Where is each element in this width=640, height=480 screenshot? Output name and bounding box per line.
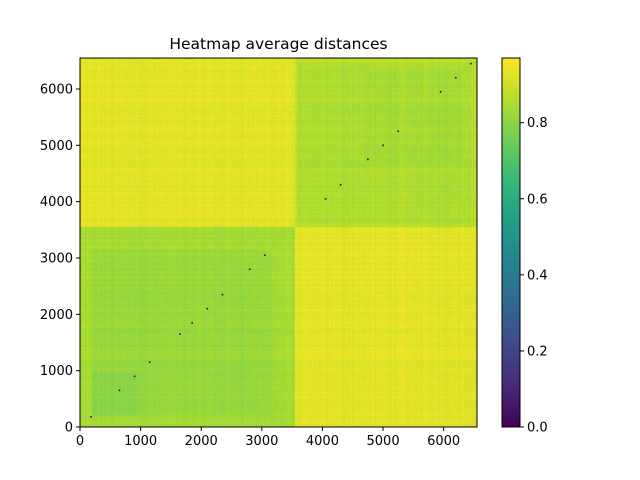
colorbar-tick-label: 0.4 <box>527 268 548 283</box>
diagonal-point <box>439 91 442 93</box>
diagonal-point <box>470 62 472 65</box>
diagonal-point <box>179 333 181 335</box>
y-tick-label: 4000 <box>40 195 73 210</box>
y-tick-label: 2000 <box>40 308 73 323</box>
y-tick-label: 0 <box>65 421 73 436</box>
x-tick-label: 5000 <box>367 434 400 449</box>
colorbar-axis: 0.0 0.2 0.4 0.6 0.8 <box>520 116 548 436</box>
diagonal-point <box>133 375 136 378</box>
diagonal-point <box>339 183 342 186</box>
heatmap-image-container <box>80 58 477 427</box>
x-tick-label: 1000 <box>124 434 157 449</box>
colorbar-tick-label: 0.6 <box>527 192 548 207</box>
chart-title: Heatmap average distances <box>169 35 387 53</box>
heatmap-image <box>80 58 477 427</box>
y-tick-label: 6000 <box>40 82 73 97</box>
colorbar-tick-label: 0.2 <box>527 344 548 359</box>
y-tick-label: 1000 <box>40 364 73 379</box>
colorbar <box>502 58 520 427</box>
diagonal-point <box>191 321 193 324</box>
diagonal-point <box>324 198 327 200</box>
x-tick-label: 0 <box>76 434 84 449</box>
y-tick-label: 3000 <box>40 251 73 266</box>
diagonal-point <box>367 158 369 161</box>
colorbar-frame <box>501 57 521 428</box>
y-tick-label: 5000 <box>40 139 73 154</box>
diagonal-points <box>90 62 472 418</box>
x-tick-label: 4000 <box>306 434 339 449</box>
y-axis: 0 1000 2000 3000 4000 5000 6000 <box>40 82 80 436</box>
plot-frame <box>79 57 478 428</box>
diagonal-point <box>221 293 224 296</box>
colorbar-tick-label: 0.0 <box>527 421 548 436</box>
diagonal-point <box>397 130 400 133</box>
diagonal-point <box>90 416 92 418</box>
x-tick-label: 3000 <box>245 434 278 449</box>
diagonal-point <box>148 361 151 364</box>
diagonal-point <box>264 254 266 256</box>
diagonal-point <box>248 268 251 271</box>
diagonal-point <box>382 144 384 147</box>
diagonal-point <box>118 389 121 392</box>
x-tick-label: 2000 <box>185 434 218 449</box>
colorbar-tick-label: 0.8 <box>527 116 548 131</box>
x-tick-label: 6000 <box>427 434 460 449</box>
diagonal-point <box>206 307 209 310</box>
x-axis: 0 1000 2000 3000 4000 5000 6000 <box>76 427 460 449</box>
diagonal-point <box>454 76 457 79</box>
